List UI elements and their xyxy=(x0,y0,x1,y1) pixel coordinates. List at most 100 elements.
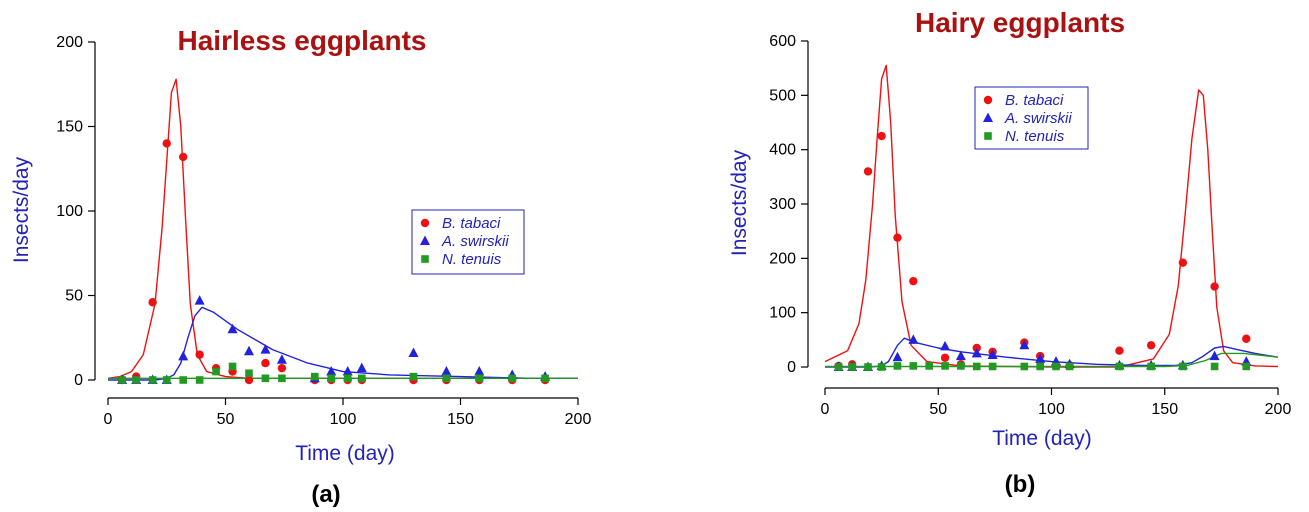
y-axis-label: Insects/day xyxy=(728,149,751,256)
data-point-square xyxy=(972,362,981,371)
legend-box xyxy=(974,86,1089,150)
legend-box xyxy=(411,209,525,275)
x-tick-label: 50 xyxy=(929,401,947,418)
legend-marker xyxy=(420,235,430,245)
y-tick-label: 200 xyxy=(56,34,83,51)
data-point-triangle xyxy=(194,295,205,305)
y-tick-label: 150 xyxy=(56,119,83,136)
data-point-square xyxy=(228,362,237,371)
legend-marker xyxy=(421,255,429,263)
data-point-circle xyxy=(148,298,157,307)
legend-entry: A. swirskii xyxy=(441,233,509,250)
data-point-square xyxy=(1147,362,1155,371)
data-point-square xyxy=(343,374,352,383)
data-point-square xyxy=(941,362,949,370)
data-point-square xyxy=(179,376,187,384)
data-point-square xyxy=(957,362,965,370)
panel-label: (b) xyxy=(1005,471,1036,498)
x-axis-label: Time (day) xyxy=(992,427,1092,450)
chart-title: Hairless eggplants xyxy=(178,25,427,56)
legend-entry: B. tabaci xyxy=(1005,92,1064,109)
data-point-square xyxy=(1115,362,1124,371)
data-point-triangle xyxy=(227,323,238,334)
y-tick-label: 50 xyxy=(65,288,83,305)
data-point-triangle xyxy=(474,366,485,376)
x-tick-label: 200 xyxy=(565,411,592,428)
data-point-square xyxy=(1065,362,1074,371)
data-point-circle xyxy=(179,152,188,162)
x-tick-label: 100 xyxy=(330,411,357,428)
data-point-square xyxy=(118,376,126,384)
y-tick-label: 0 xyxy=(787,359,796,376)
data-point-square xyxy=(1210,362,1219,371)
data-point-square xyxy=(541,374,549,383)
data-point-square xyxy=(162,376,171,384)
data-point-square xyxy=(877,363,886,371)
legend-marker xyxy=(983,95,993,105)
x-tick-label: 0 xyxy=(821,401,830,418)
data-point-circle xyxy=(877,131,886,141)
data-point-square xyxy=(327,374,336,383)
data-point-triangle xyxy=(892,351,903,362)
chart-panel-0: Hairless eggplants 0 50 100 150 200 0 50 100 150 2… xyxy=(10,25,591,508)
legend-marker xyxy=(983,112,993,122)
data-point-triangle xyxy=(971,347,982,358)
data-point-triangle xyxy=(441,366,452,376)
y-tick-label: 300 xyxy=(769,196,796,213)
data-point-triangle xyxy=(408,347,419,357)
x-tick-label: 100 xyxy=(1038,401,1065,418)
data-point-triangle xyxy=(342,366,353,376)
data-point-triangle xyxy=(987,349,998,360)
data-point-square xyxy=(442,374,451,383)
data-point-triangle xyxy=(1035,353,1046,363)
data-point-square xyxy=(893,362,902,370)
y-axis-label: Insects/day xyxy=(10,156,33,263)
data-point-square xyxy=(1020,362,1029,371)
data-point-square xyxy=(261,374,270,383)
data-point-triangle xyxy=(940,340,951,351)
legend-entry: B. tabaci xyxy=(442,215,501,232)
legend-entry: A. swirskii xyxy=(1004,110,1072,127)
data-point-square xyxy=(864,363,872,371)
x-tick-label: 150 xyxy=(1151,401,1178,418)
x-tick-label: 200 xyxy=(1265,401,1292,418)
data-point-circle xyxy=(162,139,171,148)
data-point-circle xyxy=(1146,341,1156,350)
y-tick-label: 100 xyxy=(769,305,796,322)
data-point-triangle xyxy=(955,350,966,361)
data-point-square xyxy=(1036,362,1044,371)
data-point-circle xyxy=(195,350,204,359)
data-point-square xyxy=(848,363,856,371)
data-point-circle xyxy=(1210,282,1219,291)
data-point-square xyxy=(278,374,286,383)
data-point-square xyxy=(148,376,157,384)
data-point-square xyxy=(1052,362,1060,371)
data-point-square xyxy=(132,376,140,384)
data-point-circle xyxy=(244,375,254,385)
data-point-triangle xyxy=(356,362,367,373)
data-point-circle xyxy=(1178,258,1188,267)
legend-marker xyxy=(984,132,992,140)
data-point-triangle xyxy=(244,345,254,356)
data-point-circle xyxy=(1242,334,1251,343)
data-point-triangle xyxy=(1019,339,1030,350)
data-point-triangle xyxy=(1209,350,1220,361)
model-curve-1 xyxy=(108,306,578,381)
data-point-square xyxy=(508,374,516,383)
y-tick-label: 400 xyxy=(769,142,796,159)
legend-entry: N. tenuis xyxy=(1005,128,1065,145)
data-point-square xyxy=(925,362,933,370)
y-tick-label: 100 xyxy=(56,203,83,220)
data-point-circle xyxy=(909,276,918,286)
x-tick-label: 0 xyxy=(104,411,113,428)
y-tick-label: 500 xyxy=(769,87,796,104)
data-point-square xyxy=(311,372,319,381)
data-point-square xyxy=(212,367,220,376)
data-point-square xyxy=(358,374,366,383)
y-tick-label: 600 xyxy=(769,33,796,50)
data-point-square xyxy=(909,362,918,370)
data-point-square xyxy=(834,363,843,371)
data-point-circle xyxy=(1115,346,1124,355)
